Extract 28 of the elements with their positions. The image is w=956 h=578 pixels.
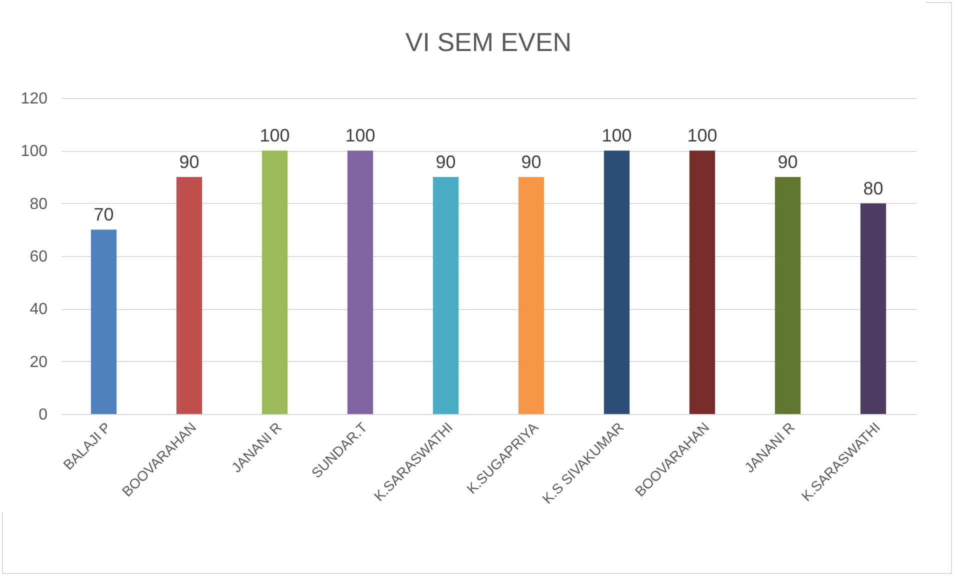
bar — [90, 230, 117, 414]
bar — [774, 177, 801, 414]
bar — [262, 150, 288, 414]
bar — [176, 177, 202, 414]
data-label: 100 — [345, 126, 376, 146]
data-label: 100 — [260, 126, 290, 146]
y-tick-label: 60 — [30, 248, 48, 266]
data-label: 90 — [179, 152, 200, 172]
bar — [860, 203, 886, 414]
data-label: 90 — [521, 152, 542, 172]
bar — [432, 177, 459, 414]
data-label: 100 — [687, 126, 718, 146]
y-tick-label: 120 — [20, 90, 48, 108]
y-tick-label: 100 — [20, 143, 48, 160]
bar — [604, 150, 630, 414]
data-label: 100 — [602, 126, 632, 146]
y-tick-label: 40 — [30, 301, 48, 318]
y-tick-label: 0 — [38, 406, 48, 424]
bar — [347, 150, 374, 414]
bar — [518, 177, 544, 414]
data-label: 80 — [863, 178, 884, 198]
y-tick-label: 20 — [30, 354, 48, 371]
bar — [689, 150, 716, 414]
data-label: 70 — [94, 204, 114, 225]
data-label: 90 — [436, 152, 456, 172]
y-tick-label: 80 — [30, 196, 48, 213]
data-label: 90 — [778, 152, 798, 172]
chart-title: VI SEM EVEN — [405, 27, 572, 57]
